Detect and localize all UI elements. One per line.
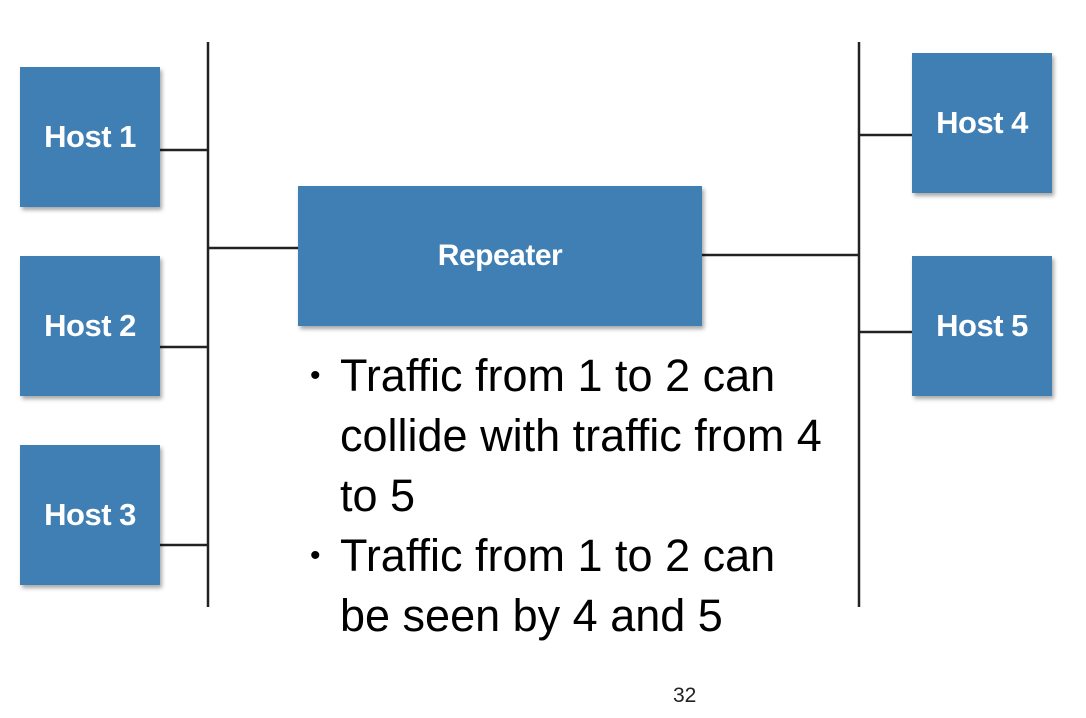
bullet-list: • Traffic from 1 to 2 can collide with t…	[302, 346, 822, 646]
bullet-text: Traffic from 1 to 2 can be seen by 4 and…	[340, 530, 776, 641]
host-1-label: Host 1	[44, 119, 136, 154]
repeater-label: Repeater	[437, 239, 563, 272]
bullet-item: • Traffic from 1 to 2 can collide with t…	[302, 346, 822, 526]
bullet-text: Traffic from 1 to 2 can collide with tra…	[340, 350, 822, 521]
host-1-box: Host 1	[20, 67, 160, 207]
bullet-item: • Traffic from 1 to 2 can be seen by 4 a…	[302, 526, 822, 646]
host-5-label: Host 5	[936, 308, 1028, 343]
page-number: 32	[673, 684, 697, 707]
host-5-box: Host 5	[912, 256, 1052, 396]
host-3-box: Host 3	[20, 445, 160, 585]
host-2-box: Host 2	[20, 256, 160, 396]
host-2-label: Host 2	[44, 308, 136, 343]
host-4-box: Host 4	[912, 53, 1052, 193]
repeater-box: Repeater	[298, 186, 702, 326]
host-4-label: Host 4	[936, 105, 1028, 140]
host-3-label: Host 3	[44, 497, 136, 532]
bullet-dot-icon: •	[310, 359, 321, 392]
bullet-dot-icon: •	[310, 539, 321, 572]
